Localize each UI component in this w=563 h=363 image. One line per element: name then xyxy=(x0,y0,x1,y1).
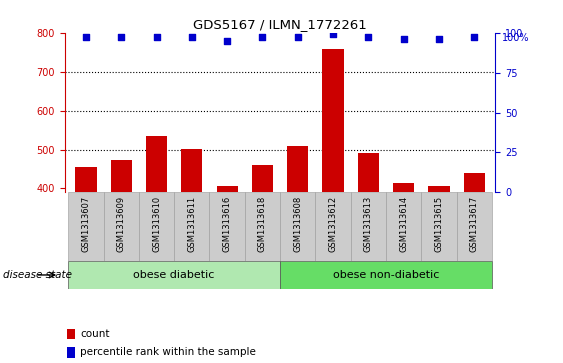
Text: GSM1313618: GSM1313618 xyxy=(258,196,267,252)
Point xyxy=(222,38,231,44)
Bar xyxy=(323,49,343,192)
Title: GDS5167 / ILMN_1772261: GDS5167 / ILMN_1772261 xyxy=(193,19,367,32)
FancyBboxPatch shape xyxy=(139,192,174,261)
FancyBboxPatch shape xyxy=(351,192,386,261)
Bar xyxy=(181,149,203,192)
FancyBboxPatch shape xyxy=(245,192,280,261)
Text: 100%: 100% xyxy=(502,33,530,43)
Text: GSM1313615: GSM1313615 xyxy=(435,196,444,252)
Point xyxy=(258,34,267,40)
Text: GSM1313608: GSM1313608 xyxy=(293,196,302,252)
Text: GSM1313616: GSM1313616 xyxy=(222,196,231,252)
Bar xyxy=(428,186,449,192)
FancyBboxPatch shape xyxy=(68,192,104,261)
FancyBboxPatch shape xyxy=(280,192,315,261)
Text: obese diabetic: obese diabetic xyxy=(133,270,215,280)
Point xyxy=(329,31,338,37)
Text: GSM1313611: GSM1313611 xyxy=(187,196,196,252)
Text: GSM1313613: GSM1313613 xyxy=(364,196,373,252)
Point xyxy=(152,34,161,40)
Point xyxy=(187,34,196,40)
FancyBboxPatch shape xyxy=(209,192,245,261)
FancyBboxPatch shape xyxy=(457,192,492,261)
Point xyxy=(470,34,479,40)
Text: percentile rank within the sample: percentile rank within the sample xyxy=(81,347,256,358)
FancyBboxPatch shape xyxy=(280,261,492,289)
Point xyxy=(293,34,302,40)
Bar xyxy=(393,183,414,192)
Bar xyxy=(68,347,75,358)
Text: GSM1313607: GSM1313607 xyxy=(82,196,91,252)
Text: GSM1313610: GSM1313610 xyxy=(152,196,161,252)
FancyBboxPatch shape xyxy=(68,261,280,289)
FancyBboxPatch shape xyxy=(386,192,421,261)
Bar xyxy=(146,136,167,192)
Text: GSM1313612: GSM1313612 xyxy=(329,196,338,252)
Point xyxy=(364,34,373,40)
Bar xyxy=(111,160,132,192)
Text: GSM1313617: GSM1313617 xyxy=(470,196,479,252)
Point xyxy=(82,34,91,40)
Point xyxy=(435,36,444,42)
FancyBboxPatch shape xyxy=(104,192,139,261)
Text: GSM1313609: GSM1313609 xyxy=(117,196,126,252)
Point xyxy=(117,34,126,40)
FancyBboxPatch shape xyxy=(421,192,457,261)
Text: GSM1313614: GSM1313614 xyxy=(399,196,408,252)
FancyBboxPatch shape xyxy=(315,192,351,261)
Bar xyxy=(68,329,75,339)
Bar xyxy=(252,165,273,192)
Text: obese non-diabetic: obese non-diabetic xyxy=(333,270,439,280)
Bar xyxy=(75,167,96,192)
Bar xyxy=(464,173,485,192)
FancyBboxPatch shape xyxy=(174,192,209,261)
Text: disease state: disease state xyxy=(3,270,72,280)
Bar xyxy=(358,153,379,192)
Bar xyxy=(217,186,238,192)
Bar xyxy=(287,146,309,192)
Text: count: count xyxy=(81,329,110,339)
Point xyxy=(399,36,408,42)
